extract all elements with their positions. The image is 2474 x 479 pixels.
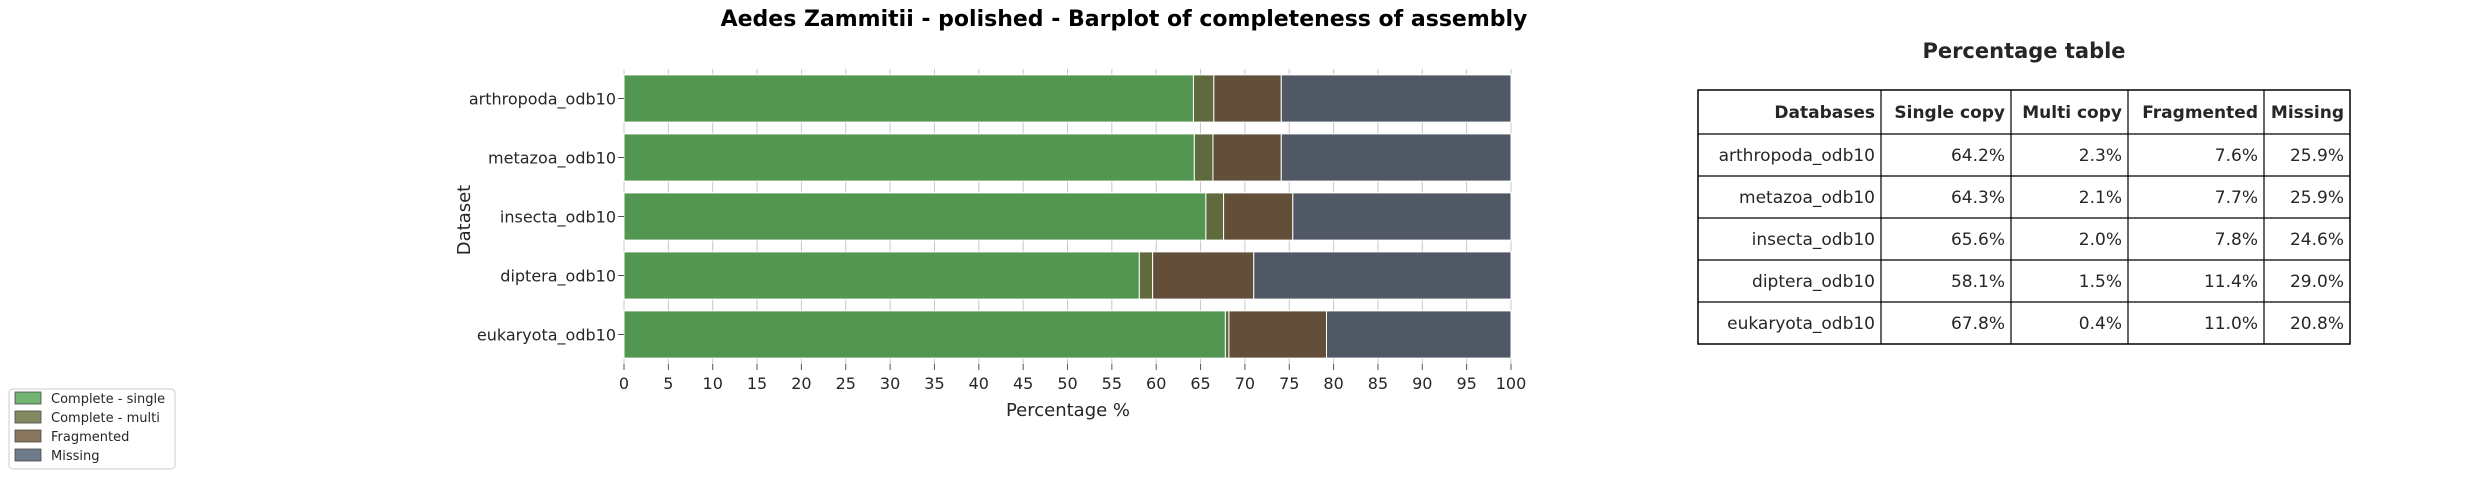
table-cell: 11.4%	[2204, 272, 2258, 292]
bar-complete-single-eukaryota-odb10	[623, 310, 1226, 359]
table-cell: 58.1%	[1951, 272, 2005, 292]
x-tick-label: 100	[1496, 374, 1527, 393]
x-tick-label: 35	[924, 374, 944, 393]
x-tick-label: 60	[1146, 374, 1166, 393]
table-cell: 7.7%	[2215, 188, 2258, 208]
x-tick-label: 30	[880, 374, 900, 393]
table-cell: 29.0%	[2290, 272, 2344, 292]
bar-fragmented-eukaryota-odb10	[1228, 310, 1328, 359]
table-cell: insecta_odb10	[1752, 230, 1875, 250]
table-cell: 11.0%	[2204, 314, 2258, 334]
x-tick-label: 0	[619, 374, 629, 393]
bar-complete-single-arthropoda-odb10	[623, 74, 1194, 123]
x-tick-label: 25	[836, 374, 856, 393]
table-cell: diptera_odb10	[1752, 272, 1875, 292]
x-tick-label: 85	[1368, 374, 1388, 393]
x-tick-label: 55	[1102, 374, 1122, 393]
bar-fragmented-arthropoda-odb10	[1213, 74, 1282, 123]
x-tick-label: 75	[1279, 374, 1299, 393]
bar-missing-diptera-odb10	[1253, 251, 1512, 300]
table-title: Percentage table	[1922, 39, 2125, 63]
x-tick-label: 70	[1235, 374, 1255, 393]
table-frame	[1697, 89, 2351, 345]
bar-missing-metazoa-odb10	[1280, 133, 1512, 182]
bar-fragmented-diptera-odb10	[1152, 251, 1255, 300]
table-cell: arthropoda_odb10	[1719, 146, 1875, 166]
bar-fragmented-insecta-odb10	[1223, 192, 1294, 241]
x-tick-label: 65	[1190, 374, 1210, 393]
table-cell: 64.2%	[1951, 146, 2005, 166]
bar-missing-arthropoda-odb10	[1280, 74, 1512, 123]
bar-complete-multi-insecta-odb10	[1205, 192, 1225, 241]
y-axis-ticks: arthropoda_odb10 metazoa_odb10 insecta_odb…	[469, 90, 624, 346]
legend-label-fragmented: Fragmented	[51, 430, 129, 445]
bar-complete-multi-eukaryota-odb10	[1224, 310, 1230, 359]
table-cell: 7.6%	[2215, 146, 2258, 166]
legend-swatch-complete-single	[14, 391, 42, 405]
table-cell: 0.4%	[2079, 314, 2122, 334]
legend-label-complete-multi: Complete - multi	[51, 411, 160, 426]
y-tick-label: eukaryota_odb10	[477, 326, 616, 346]
table-header-missing: Missing	[2271, 103, 2344, 123]
y-axis-label: Dataset	[454, 185, 475, 256]
y-tick-label: diptera_odb10	[500, 267, 616, 287]
table-header-fragmented: Fragmented	[2142, 103, 2258, 123]
x-axis-ticks: 0 5 10 15 20 25 30 35 40 45 50 55 60 65 70 75 80 85 90 95 10…	[619, 364, 1526, 393]
chart-title: Aedes Zammitii - polished - Barplot of c…	[721, 7, 1528, 32]
table-cell: 25.9%	[2290, 146, 2344, 166]
x-tick-label: 90	[1412, 374, 1432, 393]
bar-complete-multi-diptera-odb10	[1138, 251, 1154, 300]
table-header-multi-copy: Multi copy	[2022, 103, 2122, 123]
x-tick-label: 95	[1456, 374, 1476, 393]
table-cell: 20.8%	[2290, 314, 2344, 334]
table-cell: 64.3%	[1951, 188, 2005, 208]
x-tick-label: 50	[1057, 374, 1077, 393]
legend-label-complete-single: Complete - single	[51, 392, 165, 407]
table-cell: 7.8%	[2215, 230, 2258, 250]
table-cell: 2.0%	[2079, 230, 2122, 250]
bar-fragmented-metazoa-odb10	[1212, 133, 1282, 182]
x-tick-label: 5	[663, 374, 673, 393]
bar-complete-multi-arthropoda-odb10	[1192, 74, 1215, 123]
bar-missing-insecta-odb10	[1292, 192, 1512, 241]
x-tick-label: 15	[747, 374, 767, 393]
table-header-single-copy: Single copy	[1894, 103, 2005, 123]
table-cell: 1.5%	[2079, 272, 2122, 292]
table-cell: 24.6%	[2290, 230, 2344, 250]
table-cell: eukaryota_odb10	[1727, 314, 1875, 334]
x-tick-label: 40	[969, 374, 989, 393]
x-tick-label: 45	[1013, 374, 1033, 393]
legend-frame	[8, 388, 176, 470]
table-cell: metazoa_odb10	[1739, 188, 1875, 208]
table-header-databases: Databases	[1774, 103, 1875, 123]
percentage-table: Databases Single copy Multi copy Fragmented…	[1697, 89, 2351, 345]
legend-label-missing: Missing	[51, 449, 99, 464]
x-tick-label: 80	[1323, 374, 1343, 393]
x-tick-label: 10	[703, 374, 723, 393]
table-cell: 67.8%	[1951, 314, 2005, 334]
legend: Complete - single Complete - multi Fragmen…	[8, 388, 176, 470]
x-tick-label: 20	[791, 374, 811, 393]
bar-complete-single-metazoa-odb10	[623, 133, 1195, 182]
legend-swatch-complete-multi	[14, 410, 42, 424]
table-cell: 2.3%	[2079, 146, 2122, 166]
table-cell: 25.9%	[2290, 188, 2344, 208]
bar-missing-eukaryota-odb10	[1326, 310, 1512, 359]
table-cell: 65.6%	[1951, 230, 2005, 250]
bar-complete-single-diptera-odb10	[623, 251, 1140, 300]
table-cell: 2.1%	[2079, 188, 2122, 208]
bar-complete-multi-metazoa-odb10	[1193, 133, 1214, 182]
x-axis-label: Percentage %	[1006, 400, 1130, 421]
y-tick-label: arthropoda_odb10	[469, 90, 616, 110]
bar-complete-single-insecta-odb10	[623, 192, 1207, 241]
bars	[623, 74, 1512, 359]
y-tick-label: metazoa_odb10	[488, 149, 616, 169]
legend-swatch-fragmented	[14, 429, 42, 443]
legend-swatch-missing	[14, 448, 42, 462]
y-tick-label: insecta_odb10	[500, 208, 616, 228]
